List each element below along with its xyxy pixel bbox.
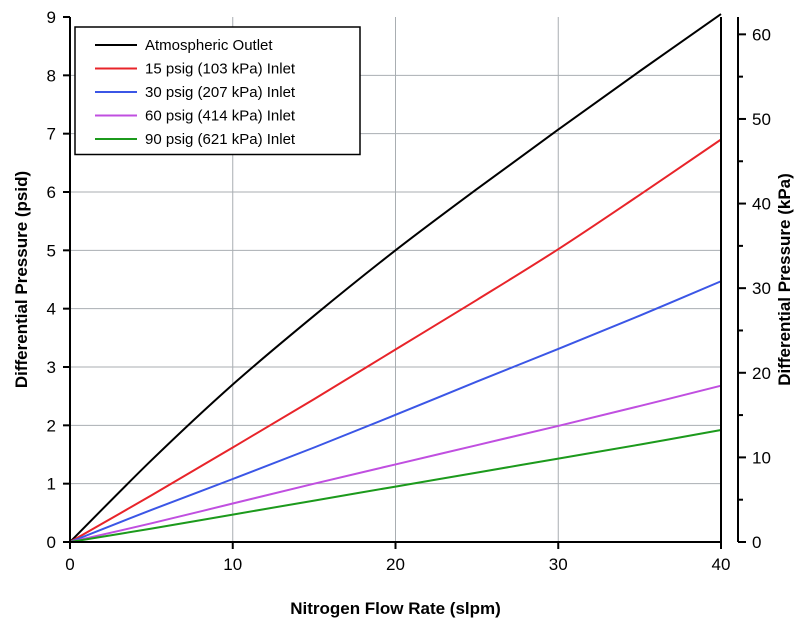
legend: Atmospheric Outlet 15 psig (103 kPa) Inle… bbox=[74, 26, 361, 156]
series-line-15-psig-103-kpa-inlet bbox=[69, 138, 722, 543]
legend-label: 60 psig (414 kPa) Inlet bbox=[145, 108, 296, 125]
y-tick-label-left: 3 bbox=[47, 358, 56, 377]
y-tick-label-left: 1 bbox=[47, 475, 56, 494]
series-line-atmospheric-outlet bbox=[69, 13, 722, 543]
legend-label: 15 psig (103 kPa) Inlet bbox=[145, 61, 296, 78]
series-line-60-psig-414-kpa-inlet bbox=[69, 384, 722, 543]
y-tick-label-right: 10 bbox=[752, 448, 771, 467]
y-tick-label-right: 20 bbox=[752, 364, 771, 383]
y-tick-label-right: 30 bbox=[752, 279, 771, 298]
x-tick-label: 40 bbox=[712, 555, 731, 574]
legend-box bbox=[74, 26, 361, 156]
y-tick-label-left: 4 bbox=[47, 300, 56, 319]
series-line-30-psig-207-kpa-inlet bbox=[69, 280, 722, 543]
y-tick-label-left: 7 bbox=[47, 125, 56, 144]
x-tick-label: 30 bbox=[549, 555, 568, 574]
x-tick-label: 0 bbox=[65, 555, 74, 574]
y-axis-title-left: Differential Pressure (psid) bbox=[12, 171, 31, 388]
x-axis-title: Nitrogen Flow Rate (slpm) bbox=[290, 599, 501, 618]
y-tick-label-right: 40 bbox=[752, 195, 771, 214]
y-tick-label-right: 50 bbox=[752, 110, 771, 129]
y-tick-label-left: 9 bbox=[47, 8, 56, 27]
y-tick-label-left: 0 bbox=[47, 533, 56, 552]
y-tick-label-left: 5 bbox=[47, 241, 56, 260]
series-line-90-psig-621-kpa-inlet bbox=[69, 429, 722, 543]
y-tick-label-right: 0 bbox=[752, 533, 761, 552]
y-tick-label-right: 60 bbox=[752, 25, 771, 44]
x-tick-label: 20 bbox=[386, 555, 405, 574]
axes: 0 10 20 30 40 0 1 2 3 4 5 6 7 8 9 0 10 20 30 40 50 60 bbox=[47, 8, 771, 574]
series-lines bbox=[69, 13, 722, 543]
x-tick-label: 10 bbox=[223, 555, 242, 574]
y-axis-title-right: Differential Pressure (kPa) bbox=[775, 173, 794, 386]
legend-label: 90 psig (621 kPa) Inlet bbox=[145, 131, 296, 148]
legend-label: 30 psig (207 kPa) Inlet bbox=[145, 84, 296, 101]
legend-label: Atmospheric Outlet bbox=[145, 37, 273, 54]
y-tick-label-left: 6 bbox=[47, 183, 56, 202]
y-tick-label-left: 8 bbox=[47, 66, 56, 85]
y-tick-label-left: 2 bbox=[47, 416, 56, 435]
